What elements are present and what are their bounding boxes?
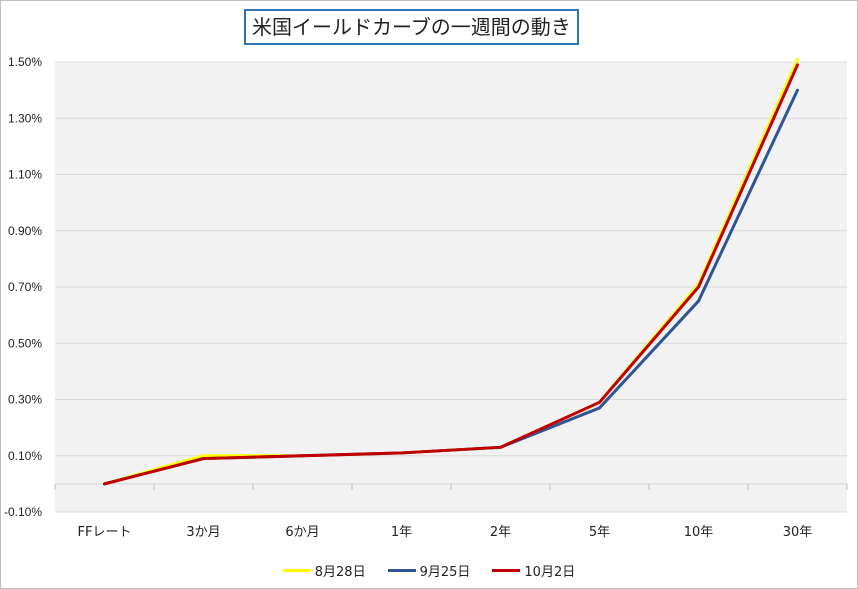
y-tick-label: 0.70% (8, 280, 42, 294)
legend-swatch (492, 569, 521, 572)
y-tick-label: 0.90% (8, 224, 42, 238)
x-category-label: 3か月 (186, 525, 220, 540)
x-category-label: 2年 (490, 525, 511, 540)
x-category-label: 5年 (589, 525, 610, 540)
y-tick-label: 1.50% (8, 55, 42, 69)
legend-item: 10月2日 (492, 561, 575, 580)
y-tick-label: 0.10% (8, 449, 42, 463)
series-line (103, 63, 799, 486)
x-category-label: 6か月 (285, 525, 319, 540)
legend-swatch (387, 569, 416, 572)
y-tick-label: -0.10% (4, 505, 42, 519)
legend-label: 10月2日 (524, 565, 576, 580)
legend: 8月28日 9月25日 10月2日 (0, 561, 858, 580)
y-tick-label: 1.10% (8, 168, 42, 182)
legend-item: 8月28日 (282, 561, 366, 580)
legend-swatch (282, 569, 311, 572)
x-category-label: 30年 (783, 525, 813, 540)
legend-item: 9月25日 (387, 561, 471, 580)
x-category-label: 1年 (391, 525, 412, 540)
legend-label: 8月28日 (314, 565, 366, 580)
x-category-label: FFレート (78, 525, 132, 540)
x-category-label: 10年 (684, 525, 714, 540)
y-tick-label: 0.30% (8, 393, 42, 407)
y-tick-label: 0.50% (8, 336, 42, 350)
y-tick-label: 1.30% (8, 111, 42, 125)
chart-title: 米国イールドカーブの一週間の動き (244, 9, 579, 45)
legend-label: 9月25日 (419, 565, 471, 580)
